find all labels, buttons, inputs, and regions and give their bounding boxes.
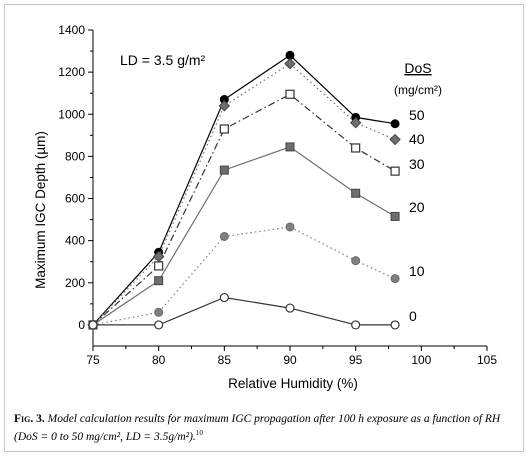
series-line: [92, 62, 396, 326]
data-point: [285, 222, 295, 232]
x-axis-label: Relative Humidity (%): [228, 376, 358, 391]
x-tick-label: 90: [283, 353, 297, 367]
data-point: [390, 119, 400, 129]
x-tick-label: 85: [218, 353, 232, 367]
y-tick-label: 800: [65, 149, 85, 163]
series-10: [88, 222, 400, 330]
data-point: [351, 320, 361, 330]
data-point: [284, 57, 296, 70]
series-labels: 50 40 30 20 10 0: [409, 107, 425, 324]
x-tick-label: 105: [477, 353, 497, 367]
x-tick-label: 95: [349, 353, 363, 367]
figure-caption: Fig. 3. Model calculation results for ma…: [14, 412, 514, 444]
series-label: 20: [409, 199, 425, 215]
series-line: [93, 296, 396, 326]
data-point: [390, 274, 400, 284]
y-tick-label: 400: [65, 234, 85, 248]
series-line: [92, 226, 396, 326]
data-point: [218, 100, 231, 112]
data-point: [154, 307, 164, 317]
data-point: [154, 261, 164, 271]
tick-labels: 75 80 85 90 95 100 105020040060080010001200140…: [58, 23, 497, 367]
data-point: [390, 166, 400, 176]
legend-title: DoS: [404, 60, 431, 76]
data-point: [219, 292, 229, 303]
y-axis-label: Maximum IGC Depth (µm): [33, 131, 48, 289]
y-tick-label: 600: [65, 192, 85, 206]
axes: [88, 29, 488, 351]
figure-frame: [4, 4, 524, 452]
data-point: [88, 320, 98, 330]
data-point: [285, 89, 295, 99]
data-point: [154, 276, 164, 286]
data-point: [285, 142, 295, 152]
data-point: [390, 211, 400, 221]
data-point: [351, 188, 361, 198]
data-point: [219, 231, 229, 241]
x-tick-label: 80: [152, 353, 166, 367]
data-point: [349, 116, 362, 129]
y-tick-label: 200: [65, 276, 85, 290]
data-point: [154, 320, 164, 330]
data-point: [285, 303, 295, 313]
caption-label: Fig. 3.: [14, 413, 45, 425]
data-point: [219, 124, 229, 134]
igc-depth-chart: 75 80 85 90 95 100 105020040060080010001200140…: [33, 23, 497, 391]
data-point: [390, 320, 400, 330]
caption-reference: 10: [195, 429, 203, 437]
y-tick-label: 0: [78, 318, 85, 332]
y-tick-label: 1200: [58, 65, 85, 79]
series-40: [87, 57, 401, 331]
x-tick-label: 75: [86, 353, 100, 367]
series-30: [88, 89, 400, 330]
series-0: [88, 292, 400, 330]
data-point: [351, 256, 361, 266]
legend-unit: (mg/cm²): [394, 83, 442, 97]
series-label: 50: [409, 107, 425, 123]
caption-text: Model calculation results for maximum IG…: [14, 413, 501, 443]
series-label: 0: [409, 308, 417, 324]
data-point: [219, 165, 229, 175]
series-line: [92, 93, 396, 326]
y-tick-label: 1000: [58, 107, 85, 121]
data-series: [87, 50, 401, 331]
series-label: 40: [409, 131, 425, 147]
ld-annotation: LD = 3.5 g/m²: [120, 52, 206, 68]
data-point: [389, 133, 401, 146]
series-label: 30: [409, 156, 425, 172]
series-line: [92, 54, 396, 326]
series-label: 10: [409, 263, 425, 279]
x-tick-label: 100: [411, 353, 431, 367]
data-point: [351, 143, 361, 153]
series-line: [92, 146, 396, 326]
y-tick-label: 1400: [58, 23, 85, 37]
